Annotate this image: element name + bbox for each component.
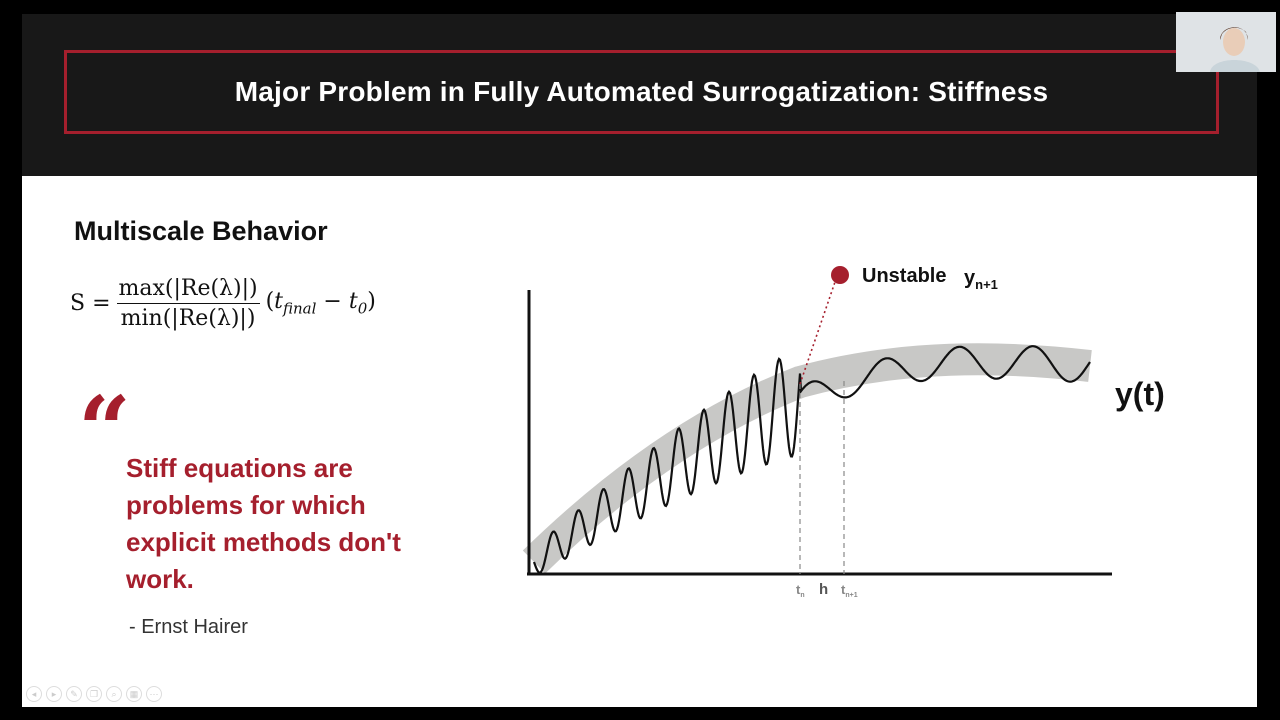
formula-denominator: min(|Re(λ)|): [120, 305, 256, 331]
y-next-label: yn+1: [964, 267, 998, 292]
quote-text: Stiff equations are problems for which e…: [126, 453, 401, 594]
next-icon[interactable]: ▸: [46, 686, 62, 702]
presenter-avatar: [1176, 12, 1276, 72]
copy-icon[interactable]: ❐: [86, 686, 102, 702]
section-heading: Multiscale Behavior: [74, 216, 328, 246]
tick-tn: tn: [796, 582, 805, 599]
webcam-thumbnail: [1176, 12, 1276, 72]
formula-fraction: max(|Re(λ)|) min(|Re(λ)|): [116, 276, 260, 331]
formula-numerator: max(|Re(λ)|): [116, 276, 260, 304]
quote-mark-icon: “: [78, 376, 131, 484]
unstable-point-icon: [831, 266, 849, 284]
t-final-sub: final: [283, 299, 317, 318]
solution-band: [522, 343, 1092, 574]
oscillating-solution: [532, 345, 1091, 574]
tick-tn1: tn+1: [841, 582, 858, 599]
stiffness-diagram: Unstable yn+1 y(t) tn h tn+1: [522, 265, 1165, 599]
t0-sub: 0: [357, 299, 368, 318]
curve-label: y(t): [1115, 376, 1165, 412]
pen-icon[interactable]: ✎: [66, 686, 82, 702]
title-box: Major Problem in Fully Automated Surroga…: [64, 50, 1219, 134]
slide-header: Major Problem in Fully Automated Surroga…: [22, 14, 1257, 176]
tick-h: h: [819, 581, 828, 598]
formula-minus: −: [323, 288, 342, 314]
t-final-base: t: [274, 288, 284, 314]
t0-base: t: [348, 288, 358, 314]
slide-nav-controls: ◂ ▸ ✎ ❐ ⌕ ▦ ⋯: [26, 686, 162, 702]
stiffness-formula: S = max(|Re(λ)|) min(|Re(λ)|) (tfinal − …: [70, 268, 430, 338]
slide-body: Multiscale Behavior S = max(|Re(λ)|) min…: [22, 176, 1257, 707]
slides-icon[interactable]: ▦: [126, 686, 142, 702]
formula-lhs: S =: [70, 290, 111, 316]
quote-author: - Ernst Hairer: [129, 616, 248, 638]
unstable-label: Unstable: [862, 265, 946, 287]
more-icon[interactable]: ⋯: [146, 686, 162, 702]
zoom-icon[interactable]: ⌕: [106, 686, 122, 702]
formula-time-span: (tfinal − t0): [265, 288, 376, 318]
prev-icon[interactable]: ◂: [26, 686, 42, 702]
slide-title: Major Problem in Fully Automated Surroga…: [234, 76, 1049, 107]
